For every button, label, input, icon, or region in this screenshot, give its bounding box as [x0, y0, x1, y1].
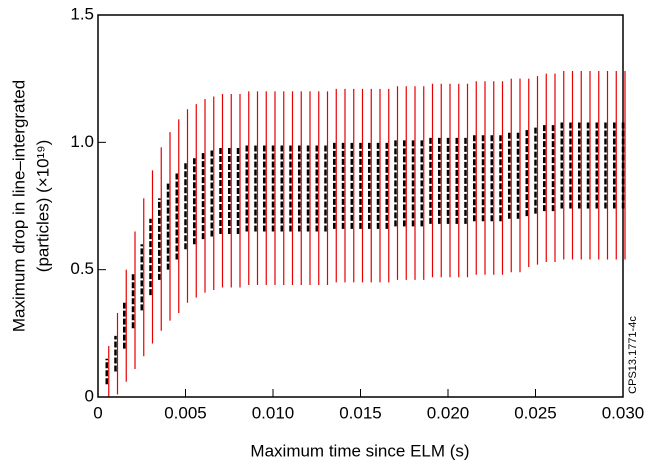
x-tick-label: 0.010 — [252, 403, 295, 422]
x-axis-label: Maximum time since ELM (s) — [250, 441, 469, 460]
y-tick-label: 1.0 — [70, 132, 94, 151]
y-tick-label: 0 — [85, 386, 94, 405]
y-tick-label: 0.5 — [70, 259, 94, 278]
x-tick-label: 0.030 — [602, 403, 645, 422]
y-tick-label: 1.5 — [70, 4, 94, 23]
x-tick-label: 0.025 — [514, 403, 557, 422]
annotation: CPS13.1771-4c — [627, 316, 639, 394]
x-tick-label: 0.015 — [339, 403, 382, 422]
y-axis-label: (particles) (×10¹⁹) — [33, 140, 52, 272]
x-tick-label: 0 — [93, 403, 102, 422]
x-tick-label: 0.020 — [427, 403, 470, 422]
y-axis-label: Maximum drop in line–intergrated — [9, 80, 28, 332]
x-tick-label: 0.005 — [164, 403, 207, 422]
